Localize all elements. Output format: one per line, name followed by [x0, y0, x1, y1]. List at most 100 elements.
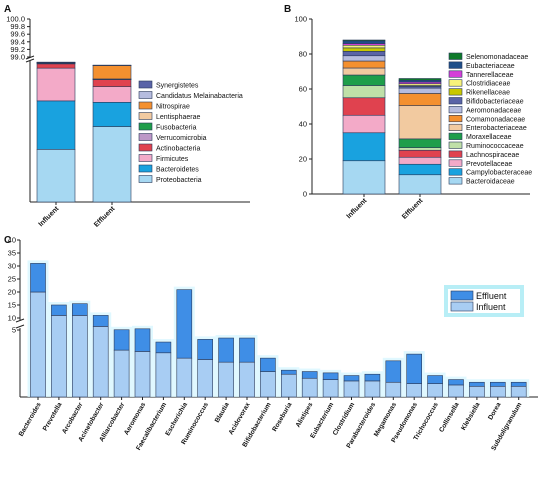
a-legend-label-firmicutes: Firmicutes: [156, 156, 189, 163]
b-y-tick-label: 100: [294, 15, 307, 24]
b-bar-ruminococcaceae-effluent: [399, 148, 441, 151]
b-legend-swatch-ruminococcaceae: [449, 142, 462, 149]
b-bar-selenomonadaceae-influent: [343, 40, 385, 41]
b-legend-swatch-campylobacteraceae: [449, 169, 462, 176]
b-bar-selenomonadaceae-effluent: [399, 79, 441, 81]
panel-b-label: B: [284, 4, 291, 15]
a-legend-swatch-synergistetes: [139, 81, 152, 88]
c-bar-influent-eubacterium: [323, 380, 338, 397]
b-bar-enterobacteriaceae-influent: [343, 68, 385, 75]
c-x-tick-label: Klebsiella: [460, 401, 482, 431]
a-legend-label-proteobacteria: Proteobacteria: [156, 177, 202, 184]
b-bar-moraxellaceae-influent: [343, 75, 385, 86]
c-x-tick-label: Prevotella: [42, 401, 64, 432]
a-legend-swatch-firmicutes: [139, 155, 152, 162]
b-legend-label-eubacteriaceae: Eubacteriaceae: [466, 63, 515, 70]
a-legend-swatch-proteobacteria: [139, 176, 152, 183]
c-bar-influent-acinetobacter: [93, 326, 108, 397]
b-legend-swatch-comamonadaceae: [449, 115, 462, 122]
b-bar-moraxellaceae-effluent: [399, 139, 441, 148]
c-bar-influent-alliarcobacter: [114, 350, 129, 397]
c-x-tick-label: Blautia: [214, 401, 231, 424]
c-bar-influent-parabacteroides: [365, 381, 380, 397]
c-bar-effluent-alistipes: [302, 372, 317, 379]
c-bar-influent-aeromonas: [135, 351, 150, 397]
c-bar-effluent-pseudomonas: [407, 354, 422, 383]
b-legend-label-clostridiaceae: Clostridiaceae: [466, 81, 510, 88]
c-bar-influent-trichococcus: [428, 384, 443, 397]
b-legend-swatch-selenomonadaceae: [449, 53, 462, 60]
a-legend-swatch-candidatus-melainabacteria: [139, 92, 152, 99]
c-x-tick-label: Bacteroides: [18, 401, 43, 437]
a-legend-label-bacteroidetes: Bacteroidetes: [156, 167, 199, 174]
a-bar-bacteroidetes-influent: [37, 101, 75, 149]
c-bar-effluent-ruminococcus: [198, 339, 213, 359]
c-bar-effluent-escherichia: [177, 290, 192, 358]
c-x-tick-label: Alistipes: [295, 401, 315, 429]
c-bar-influent-collinsella: [449, 385, 464, 397]
b-legend-label-rikenellaceae: Rikenellaceae: [466, 90, 510, 97]
a-bar-proteobacteria-influent: [37, 149, 75, 202]
b-legend-label-moraxellaceae: Moraxellaceae: [466, 134, 512, 141]
a-legend-swatch-bacteroidetes: [139, 165, 152, 172]
c-bar-influent-ruminococcus: [198, 359, 213, 397]
b-bar-prevotellaceae-influent: [343, 115, 385, 133]
b-x-tick-label: Effluent: [401, 197, 425, 221]
c-bar-effluent-clostridium: [344, 376, 359, 381]
c-bar-influent-prevotella: [51, 315, 66, 397]
c-bar-influent-escherichia: [177, 358, 192, 397]
b-legend-label-aeromonadaceae: Aeromonadaceae: [466, 107, 521, 114]
b-legend-swatch-lachnospiraceae: [449, 151, 462, 158]
a-legend-swatch-nitrospirae: [139, 102, 152, 109]
b-bar-campylobacteraceae-effluent: [399, 164, 441, 175]
b-bar-lachnospiraceae-effluent: [399, 150, 441, 157]
b-bar-aeromonadaceae-influent: [343, 56, 385, 61]
b-legend-swatch-moraxellaceae: [449, 133, 462, 140]
c-legend-label-effluent: Effluent: [476, 291, 507, 301]
c-bar-effluent-trichococcus: [428, 376, 443, 384]
b-legend-swatch-aeromonadaceae: [449, 106, 462, 113]
c-bar-effluent-megamonas: [386, 361, 401, 382]
c-bar-influent-bifidobacterium: [260, 372, 275, 397]
b-legend-swatch-prevotellaceae: [449, 160, 462, 167]
b-bar-comamonadaceae-influent: [343, 61, 385, 68]
c-y-tick-label: 5: [12, 326, 16, 335]
b-legend-swatch-bacteroidaceae: [449, 178, 462, 185]
c-bar-effluent-klebsiella: [469, 382, 484, 386]
b-bar-clostridiaceae-influent: [343, 45, 385, 48]
c-bar-effluent-arcobacter: [72, 304, 87, 316]
b-y-tick-label: 0: [303, 190, 307, 199]
a-legend-label-verrucomicrobia: Verrucomicrobia: [156, 135, 207, 142]
c-bar-influent-subdoligranulum: [511, 386, 526, 397]
b-legend-label-tannerellaceae: Tannerellaceae: [466, 72, 514, 79]
a-bar-firmicutes-influent: [37, 68, 75, 101]
a-legend-label-nitrospirae: Nitrospirae: [156, 104, 190, 111]
c-x-tick-label: Acidovorax: [228, 401, 252, 436]
c-bar-influent-bacteroides: [31, 292, 46, 397]
c-bar-effluent-acinetobacter: [93, 315, 108, 326]
c-bar-effluent-dorea: [490, 382, 505, 386]
a-legend-swatch-verrucomicrobia: [139, 134, 152, 141]
b-y-tick-label: 60: [299, 85, 307, 94]
b-legend-label-ruminococcaceae: Ruminococcaceae: [466, 143, 524, 150]
b-legend-swatch-eubacteriaceae: [449, 62, 462, 69]
c-bar-effluent-bacteroides: [31, 263, 46, 292]
c-bar-influent-faecalibacterium: [156, 353, 171, 397]
c-bar-effluent-blautia: [219, 338, 234, 362]
c-bar-influent-dorea: [490, 386, 505, 397]
a-bar-firmicutes-effluent: [93, 87, 131, 103]
c-bar-effluent-roseburia: [281, 370, 296, 374]
c-legend-swatch-effluent: [451, 291, 473, 300]
b-bar-eubacteriaceae-influent: [343, 41, 385, 44]
c-bar-effluent-parabacteroides: [365, 374, 380, 381]
b-y-tick-label: 20: [299, 155, 307, 164]
panel-a-label: A: [4, 4, 11, 15]
b-bar-lachnospiraceae-influent: [343, 98, 385, 116]
a-legend-swatch-actinobacteria: [139, 144, 152, 151]
c-x-tick-label: Collinsella: [438, 401, 461, 433]
c-x-tick-label: Aeromonas: [123, 401, 147, 436]
